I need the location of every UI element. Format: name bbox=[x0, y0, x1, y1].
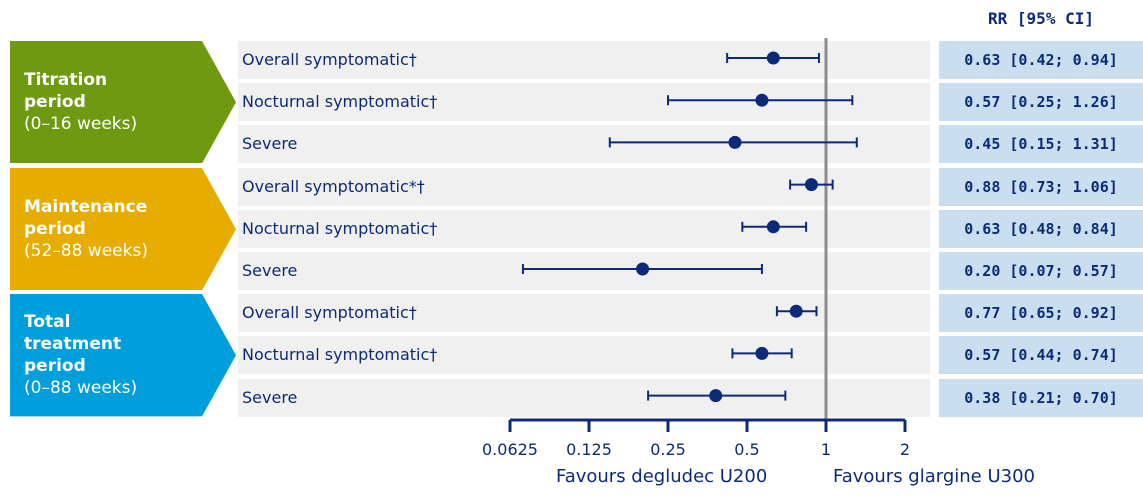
period-title: Titration period bbox=[24, 70, 108, 112]
period-label: Total treatment period (0–88 weeks) bbox=[24, 311, 137, 399]
point-estimate bbox=[804, 178, 818, 192]
estimate bbox=[726, 51, 820, 65]
rr-value-box bbox=[939, 252, 1143, 290]
row-label: Severe bbox=[242, 387, 298, 407]
rr-value-box bbox=[939, 125, 1143, 164]
row-label: Nocturnal symptomatic† bbox=[242, 345, 438, 365]
x-tick-label: 0.5 bbox=[734, 440, 759, 459]
period-block: Maintenance period (52–88 weeks) bbox=[10, 167, 236, 290]
row-label: Overall symptomatic† bbox=[242, 303, 417, 323]
rr-value-text: 0.45 [0.15; 1.31] bbox=[964, 135, 1118, 154]
period-title: Maintenance period bbox=[24, 196, 148, 239]
rr-value-box bbox=[939, 378, 1143, 417]
period-block: Total treatment period (0–88 weeks) bbox=[10, 294, 236, 417]
period-chevron bbox=[10, 41, 236, 164]
x-tick-label: 0.0625 bbox=[482, 440, 538, 459]
row-background bbox=[238, 209, 930, 248]
point-estimate bbox=[766, 220, 780, 234]
period-label: Maintenance period (52–88 weeks) bbox=[24, 196, 148, 262]
estimate bbox=[775, 304, 818, 318]
row-background bbox=[238, 41, 930, 79]
favours-right-label: Favours glargine U300 bbox=[833, 466, 1036, 487]
x-tick-label: 0.25 bbox=[650, 440, 686, 459]
estimate bbox=[741, 220, 808, 234]
row-background bbox=[238, 336, 930, 375]
period-subtitle: (52–88 weeks) bbox=[24, 240, 148, 261]
point-estimate bbox=[755, 93, 769, 107]
row-background bbox=[238, 294, 930, 333]
rr-value-box bbox=[939, 83, 1143, 122]
row-background bbox=[238, 252, 930, 290]
estimate bbox=[647, 389, 787, 403]
rr-value-text: 0.77 [0.65; 0.92] bbox=[964, 304, 1118, 323]
period-chevron bbox=[10, 167, 236, 290]
rr-column-header: RR [95% CI] bbox=[988, 9, 1094, 28]
period-block: Titration period (0–16 weeks) bbox=[10, 41, 236, 164]
point-estimate bbox=[766, 51, 780, 65]
row-background bbox=[238, 125, 930, 164]
x-tick-label: 1 bbox=[821, 440, 831, 459]
row-label: Severe bbox=[242, 261, 298, 280]
estimate bbox=[667, 93, 854, 107]
rr-value-box bbox=[939, 167, 1143, 206]
row-label: Severe bbox=[242, 134, 298, 154]
rr-value-text: 0.57 [0.25; 1.26] bbox=[964, 93, 1118, 112]
estimate bbox=[521, 262, 763, 276]
rr-value-box bbox=[939, 41, 1143, 79]
rr-value-box bbox=[939, 209, 1143, 248]
row-label: Overall symptomatic† bbox=[242, 50, 417, 69]
point-estimate bbox=[755, 346, 769, 360]
x-tick-label: 2 bbox=[900, 440, 910, 459]
period-label: Titration period (0–16 weeks) bbox=[24, 69, 137, 135]
estimate bbox=[608, 135, 858, 149]
period-subtitle: (0–16 weeks) bbox=[24, 114, 138, 134]
point-estimate bbox=[728, 135, 742, 149]
row-label: Nocturnal symptomatic† bbox=[242, 92, 438, 112]
period-subtitle: (0–88 weeks) bbox=[24, 378, 138, 399]
rr-value-text: 0.63 [0.48; 0.84] bbox=[964, 219, 1118, 238]
period-chevron bbox=[10, 294, 236, 417]
period-title: Total treatment period bbox=[24, 312, 122, 377]
row-label: Overall symptomatic*† bbox=[242, 176, 425, 196]
point-estimate bbox=[709, 389, 723, 403]
rr-value-text: 0.38 [0.21; 0.70] bbox=[964, 388, 1118, 407]
rr-value-box bbox=[939, 294, 1143, 333]
rr-value-text: 0.20 [0.07; 0.57] bbox=[964, 262, 1118, 280]
rr-value-text: 0.88 [0.73; 1.06] bbox=[964, 177, 1118, 196]
rr-value-text: 0.57 [0.44; 0.74] bbox=[964, 346, 1118, 365]
rr-value-text: 0.63 [0.42; 0.94] bbox=[964, 51, 1118, 69]
x-tick-label: 0.125 bbox=[566, 440, 612, 459]
row-background bbox=[238, 378, 930, 417]
row-background bbox=[238, 83, 930, 122]
point-estimate bbox=[636, 262, 650, 276]
favours-left-label: Favours degludec U200 bbox=[556, 466, 768, 487]
rr-value-box bbox=[939, 336, 1143, 375]
point-estimate bbox=[789, 304, 803, 318]
row-label: Nocturnal symptomatic† bbox=[242, 218, 438, 238]
estimate bbox=[789, 178, 834, 192]
estimate bbox=[731, 346, 793, 360]
